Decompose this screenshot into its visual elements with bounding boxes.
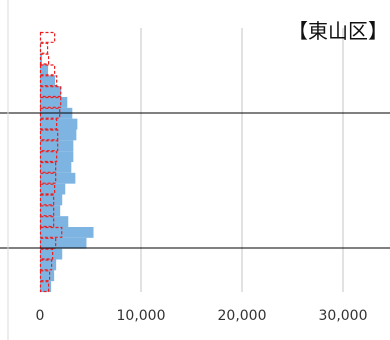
outline-bar-8	[39, 118, 58, 130]
bar-20	[40, 248, 63, 260]
outline-bar-22	[39, 270, 51, 282]
x-tick-label-3: 30,000	[319, 308, 368, 324]
bar-23	[40, 281, 52, 292]
outline-bar-17	[39, 216, 55, 228]
outline-bar-16	[39, 205, 55, 217]
outline-bar-0	[39, 31, 56, 43]
outline-bar-10	[39, 140, 59, 152]
outline-bar-21	[39, 259, 53, 271]
x-tick-label-0: 0	[36, 308, 45, 324]
outline-bar-11	[39, 151, 58, 163]
outline-bar-2	[39, 53, 50, 65]
outline-bar-14	[39, 183, 56, 195]
bar-8	[40, 118, 78, 130]
outline-bar-1	[39, 42, 49, 54]
chart-title: 【東山区】	[288, 19, 388, 43]
bar-19	[40, 237, 87, 249]
bar-4	[40, 75, 56, 87]
outline-bar-12	[39, 161, 57, 173]
outline-bar-20	[39, 248, 54, 260]
outline-layer	[39, 31, 63, 293]
outline-bar-9	[39, 129, 59, 141]
outline-bar-4	[39, 75, 58, 87]
bar-18	[40, 227, 94, 238]
bar-22	[40, 270, 55, 282]
bar-15	[40, 194, 63, 206]
bar-21	[40, 259, 57, 271]
bar-17	[40, 216, 69, 227]
outline-bar-13	[39, 172, 57, 184]
bar-14	[40, 183, 66, 195]
outline-bar-18	[39, 226, 63, 238]
outline-bar-15	[39, 194, 55, 206]
bar-3	[40, 64, 49, 76]
bar-13	[40, 172, 76, 184]
bar-10	[40, 140, 74, 152]
outline-bar-6	[39, 96, 62, 108]
bar-16	[40, 205, 61, 217]
outline-bar-3	[39, 64, 56, 76]
bar-5	[40, 86, 62, 97]
bar-1	[40, 42, 41, 54]
outline-bar-5	[39, 86, 62, 98]
tick-labels: 0 10,000 20,000 30,000	[36, 308, 368, 324]
grid-layer	[140, 28, 344, 292]
x-tick-label-2: 20,000	[218, 308, 267, 324]
outline-bar-23	[39, 281, 50, 293]
bar-6	[40, 97, 68, 108]
x-tick-label-1: 10,000	[117, 308, 166, 324]
